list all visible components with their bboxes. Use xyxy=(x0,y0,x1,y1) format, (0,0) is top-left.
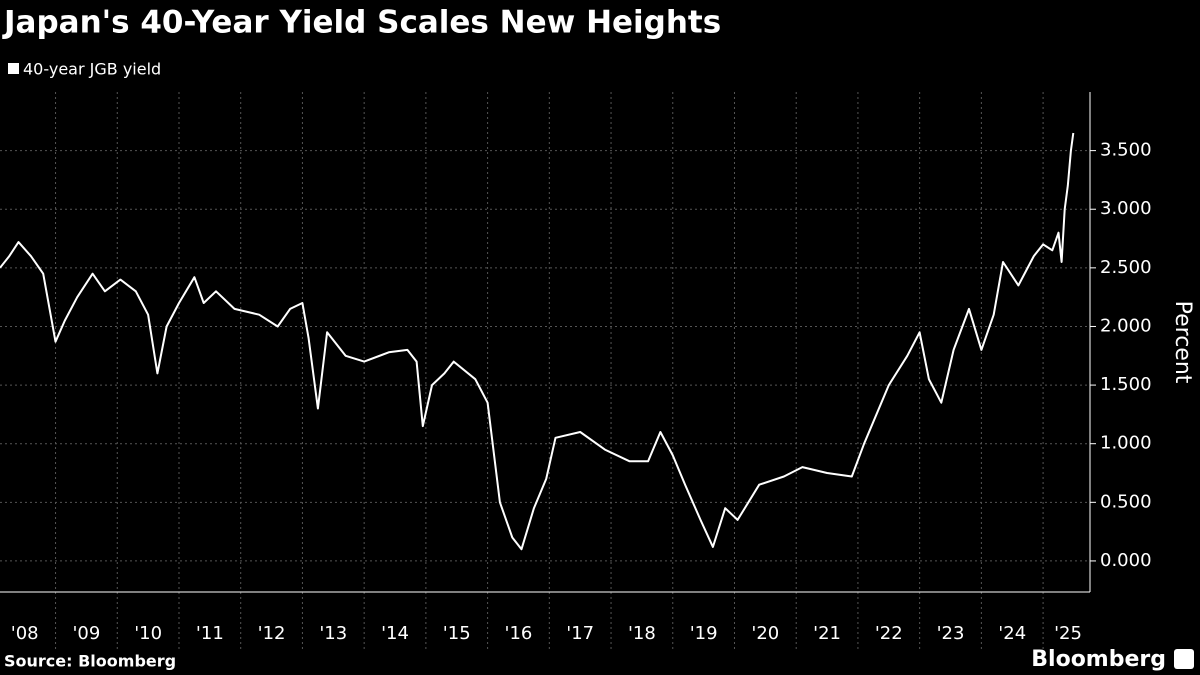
x-tick-label: '16 xyxy=(505,623,533,644)
x-tick-label: '24 xyxy=(998,623,1026,644)
y-tick-label: 3.000 xyxy=(1100,198,1152,219)
y-tick-label: 1.000 xyxy=(1100,433,1152,454)
y-axis-label: Percent xyxy=(1170,301,1195,384)
legend-label: 40-year JGB yield xyxy=(23,60,161,79)
y-tick-label: 3.500 xyxy=(1100,140,1152,161)
y-tick-label: 0.500 xyxy=(1100,491,1152,512)
x-tick-label: '10 xyxy=(134,623,162,644)
legend-swatch xyxy=(8,63,19,74)
x-tick-label: '09 xyxy=(72,623,100,644)
brand-icon xyxy=(1174,649,1194,669)
x-tick-label: '17 xyxy=(566,623,594,644)
x-tick-label: '14 xyxy=(381,623,409,644)
x-tick-label: '08 xyxy=(11,623,39,644)
x-tick-label: '20 xyxy=(751,623,779,644)
chart-title: Japan's 40-Year Yield Scales New Heights xyxy=(2,5,721,41)
x-tick-label: '22 xyxy=(875,623,903,644)
y-tick-label: 0.000 xyxy=(1100,550,1152,571)
x-tick-label: '11 xyxy=(196,623,224,644)
x-tick-label: '13 xyxy=(319,623,347,644)
x-tick-label: '21 xyxy=(813,623,841,644)
brand: Bloomberg xyxy=(1031,647,1166,672)
x-tick-label: '23 xyxy=(937,623,965,644)
source: Source: Bloomberg xyxy=(4,652,176,671)
x-tick-label: '15 xyxy=(443,623,471,644)
x-tick-label: '18 xyxy=(628,623,656,644)
y-tick-label: 2.500 xyxy=(1100,257,1152,278)
series-line xyxy=(0,132,1075,551)
y-tick-label: 2.000 xyxy=(1100,315,1152,336)
x-tick-label: '19 xyxy=(690,623,718,644)
x-tick-label: '25 xyxy=(1054,623,1082,644)
y-tick-label: 1.500 xyxy=(1100,374,1152,395)
x-tick-label: '12 xyxy=(258,623,286,644)
